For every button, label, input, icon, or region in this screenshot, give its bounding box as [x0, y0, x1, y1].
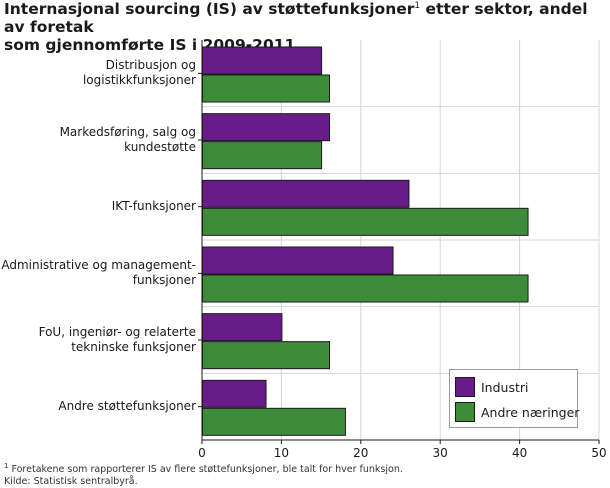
footnote: 1 Foretakene som rapporterer IS av flere… — [4, 461, 403, 475]
category-label-line: logistikkfunksjoner — [82, 73, 196, 88]
category-label: Administrative og management-funksjoner — [1, 258, 196, 288]
bar-industri — [202, 246, 394, 275]
legend-item-andre-naeringer: Andre næringer — [455, 402, 579, 422]
bar-andre-naeringer — [202, 74, 331, 103]
x-tick-label: 10 — [274, 446, 289, 460]
x-tick-label: 50 — [591, 446, 606, 460]
legend-swatch-andre-naeringer — [455, 402, 475, 422]
category-label-line: FoU, ingeniør- og relaterte — [38, 325, 196, 339]
x-tick-label: 40 — [512, 446, 527, 460]
legend-item-industri: Industri — [455, 377, 529, 397]
category-label: FoU, ingeniør- og relaterte tekninske fun… — [39, 325, 196, 355]
category-label-line: funksjoner — [132, 273, 196, 288]
category-label-line: Administrative og management- — [1, 258, 196, 273]
category-label: Markedsføring, salg og kundestøtte — [60, 125, 196, 155]
legend-label-industri: Industri — [481, 379, 529, 395]
chart-title: Internasjonal sourcing (IS) av støttefun… — [4, 0, 608, 54]
bar-industri — [202, 46, 323, 75]
bar-industri — [202, 379, 267, 408]
bar-andre-naeringer — [202, 207, 529, 236]
bar-industri — [202, 179, 410, 208]
x-tick-label: 0 — [198, 446, 206, 460]
bar-andre-naeringer — [202, 141, 323, 170]
category-label-line: kundestøtte — [124, 140, 196, 154]
category-label: Andre støttefunksjoner — [58, 399, 196, 414]
category-label-line: tekninske funksjoner — [71, 340, 196, 354]
bar-industri — [202, 113, 331, 142]
category-label-line: IKT-funksjoner — [111, 199, 196, 214]
bar-andre-naeringer — [202, 407, 346, 436]
bar-industri — [202, 313, 283, 342]
chart-title-line1: Internasjonal sourcing (IS) av støttefun… — [4, 0, 588, 36]
x-tick-label: 30 — [433, 446, 448, 460]
legend-swatch-industri — [455, 377, 475, 397]
bar-andre-naeringer — [202, 341, 331, 370]
bar-andre-naeringer — [202, 274, 529, 303]
category-label-line: Andre støttefunksjoner — [58, 399, 196, 414]
category-label-line: Markedsføring, salg og — [59, 125, 196, 139]
category-label-line: Distribusjon og — [105, 58, 196, 73]
x-tick-label: 20 — [353, 446, 368, 460]
category-label: IKT-funksjoner — [112, 199, 196, 214]
category-label: Distribusjon og logistikkfunksjoner — [83, 58, 196, 88]
legend: Industri Andre næringer — [449, 369, 579, 428]
source-note: Kilde: Statistisk sentralbyrå. — [4, 476, 138, 487]
legend-label-andre-naeringer: Andre næringer — [481, 404, 580, 420]
